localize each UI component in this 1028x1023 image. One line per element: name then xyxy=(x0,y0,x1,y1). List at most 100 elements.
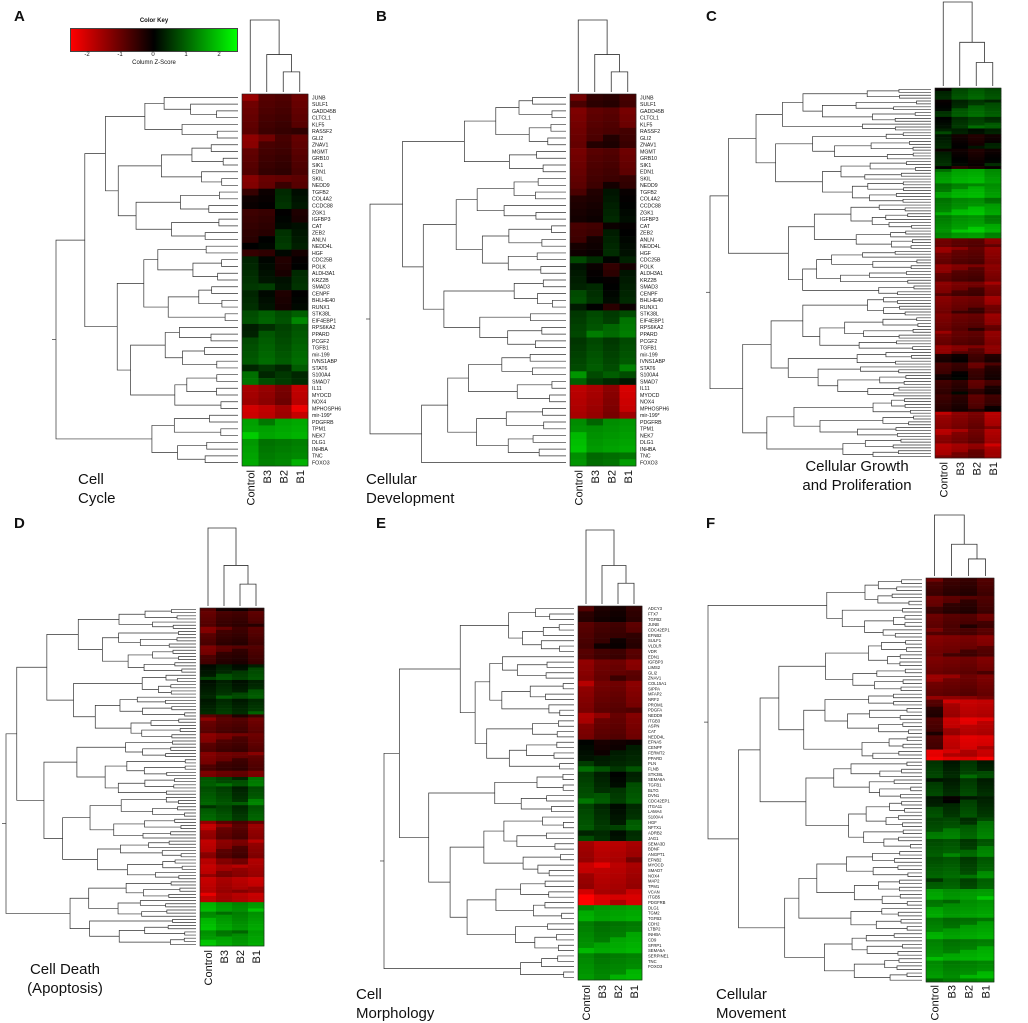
heatmap-cell xyxy=(248,939,265,944)
heatmap-cell xyxy=(275,445,292,453)
heatmap-cell xyxy=(977,688,995,693)
row-label: S100A4 xyxy=(648,815,664,820)
row-label: GADD45B xyxy=(640,109,665,115)
row-dendrogram-branch xyxy=(902,181,931,186)
row-dendrogram-branch xyxy=(535,212,566,220)
heatmap-cell xyxy=(586,127,604,135)
row-dendrogram-branch xyxy=(895,193,931,197)
heatmap-cell xyxy=(935,296,952,300)
heatmap-cell xyxy=(968,377,985,381)
heatmap-cell xyxy=(951,429,969,433)
heatmap-cell xyxy=(216,645,233,649)
heatmap-cell xyxy=(248,777,265,781)
heatmap-cell xyxy=(232,705,249,709)
row-dendrogram-branch xyxy=(905,230,931,235)
heatmap-cell xyxy=(570,256,587,264)
heatmap-cell xyxy=(968,434,985,439)
heatmap-cell xyxy=(610,664,627,671)
heatmap-cell xyxy=(977,620,995,625)
panel-title: Cellular Development xyxy=(366,471,455,507)
heatmap-cell xyxy=(258,134,276,142)
heatmap-cell xyxy=(935,218,952,222)
row-label: CDC42EP1 xyxy=(648,799,670,804)
heatmap-cell xyxy=(291,283,309,291)
heatmap-cell xyxy=(610,899,627,906)
row-dendrogram-branch xyxy=(186,377,217,392)
heatmap-cell xyxy=(968,102,985,106)
heatmap-cell xyxy=(926,742,944,747)
row-dendrogram-branch xyxy=(900,172,931,177)
row-dendrogram-branch xyxy=(126,761,186,772)
heatmap-cell xyxy=(619,384,637,392)
heatmap-cell xyxy=(200,695,217,700)
heatmap-cell xyxy=(968,452,985,456)
row-label: ALDH3A1 xyxy=(640,271,663,277)
row-label: KLF5 xyxy=(312,122,325,128)
heatmap-cell xyxy=(232,792,249,797)
heatmap-cell xyxy=(626,814,643,821)
row-dendrogram-branch xyxy=(872,752,922,759)
heatmap-cell xyxy=(943,606,961,611)
row-dendrogram-branch xyxy=(209,414,238,423)
heatmap-cell xyxy=(232,767,249,772)
row-dendrogram-branch xyxy=(903,381,931,385)
heatmap-cell xyxy=(586,432,604,440)
heatmap-cell xyxy=(968,371,985,375)
row-label: GLI2 xyxy=(312,136,323,142)
heatmap-cell xyxy=(935,235,952,239)
heatmap-cell xyxy=(594,921,611,927)
heatmap-cell xyxy=(248,617,265,621)
heatmap-cell xyxy=(291,323,309,332)
heatmap-cell xyxy=(926,817,944,822)
heatmap-cell xyxy=(232,642,249,646)
heatmap-cell xyxy=(935,437,952,441)
row-dendrogram-branch xyxy=(868,645,888,661)
row-dendrogram-branch xyxy=(141,911,196,917)
heatmap-cell xyxy=(248,827,265,831)
row-dendrogram-branch xyxy=(869,194,904,202)
heatmap-cell xyxy=(200,808,217,812)
heatmap-cell xyxy=(977,595,995,600)
heatmap-cell xyxy=(977,964,995,968)
row-dendrogram-branch xyxy=(542,279,566,288)
heatmap-cell xyxy=(926,824,944,829)
row-dendrogram-branch xyxy=(879,376,906,384)
heatmap-cell xyxy=(619,236,637,244)
heatmap-cell xyxy=(935,420,952,424)
heatmap-cell xyxy=(586,303,604,311)
heatmap-cell xyxy=(200,745,217,750)
panel-letter: D xyxy=(14,515,25,532)
heatmap-cell xyxy=(943,685,961,690)
heatmap-cell xyxy=(626,825,643,831)
heatmap-cell xyxy=(570,236,587,244)
heatmap-cell xyxy=(960,746,978,750)
heatmap-cell xyxy=(943,881,961,886)
heatmap-cell xyxy=(200,723,217,728)
heatmap-cell xyxy=(960,706,978,711)
row-dendrogram-branch xyxy=(907,279,931,284)
row-label: GRB10 xyxy=(640,156,657,162)
heatmap-cell xyxy=(619,127,637,135)
heatmap-cell xyxy=(968,238,985,242)
row-dendrogram-branch xyxy=(172,740,196,745)
heatmap-cell xyxy=(200,902,217,906)
heatmap-cell xyxy=(984,168,1002,173)
heatmap-cell xyxy=(951,270,969,274)
heatmap-cell xyxy=(594,648,611,655)
heatmap-cell xyxy=(248,936,265,941)
heatmap-cell xyxy=(258,371,276,379)
heatmap-cell xyxy=(232,911,249,916)
heatmap-cell xyxy=(216,880,233,884)
heatmap-cell xyxy=(619,175,637,183)
heatmap-cell xyxy=(977,656,995,661)
heatmap-cell xyxy=(232,611,249,615)
heatmap-cell xyxy=(291,263,309,271)
heatmap-cell xyxy=(586,114,604,122)
row-dendrogram-branch xyxy=(904,311,931,316)
heatmap-cell xyxy=(232,773,249,778)
row-dendrogram-branch xyxy=(489,663,503,701)
heatmap-cell xyxy=(926,771,944,775)
row-dendrogram-branch xyxy=(476,188,515,212)
heatmap-cell xyxy=(610,627,627,634)
row-dendrogram-branch xyxy=(216,130,238,139)
